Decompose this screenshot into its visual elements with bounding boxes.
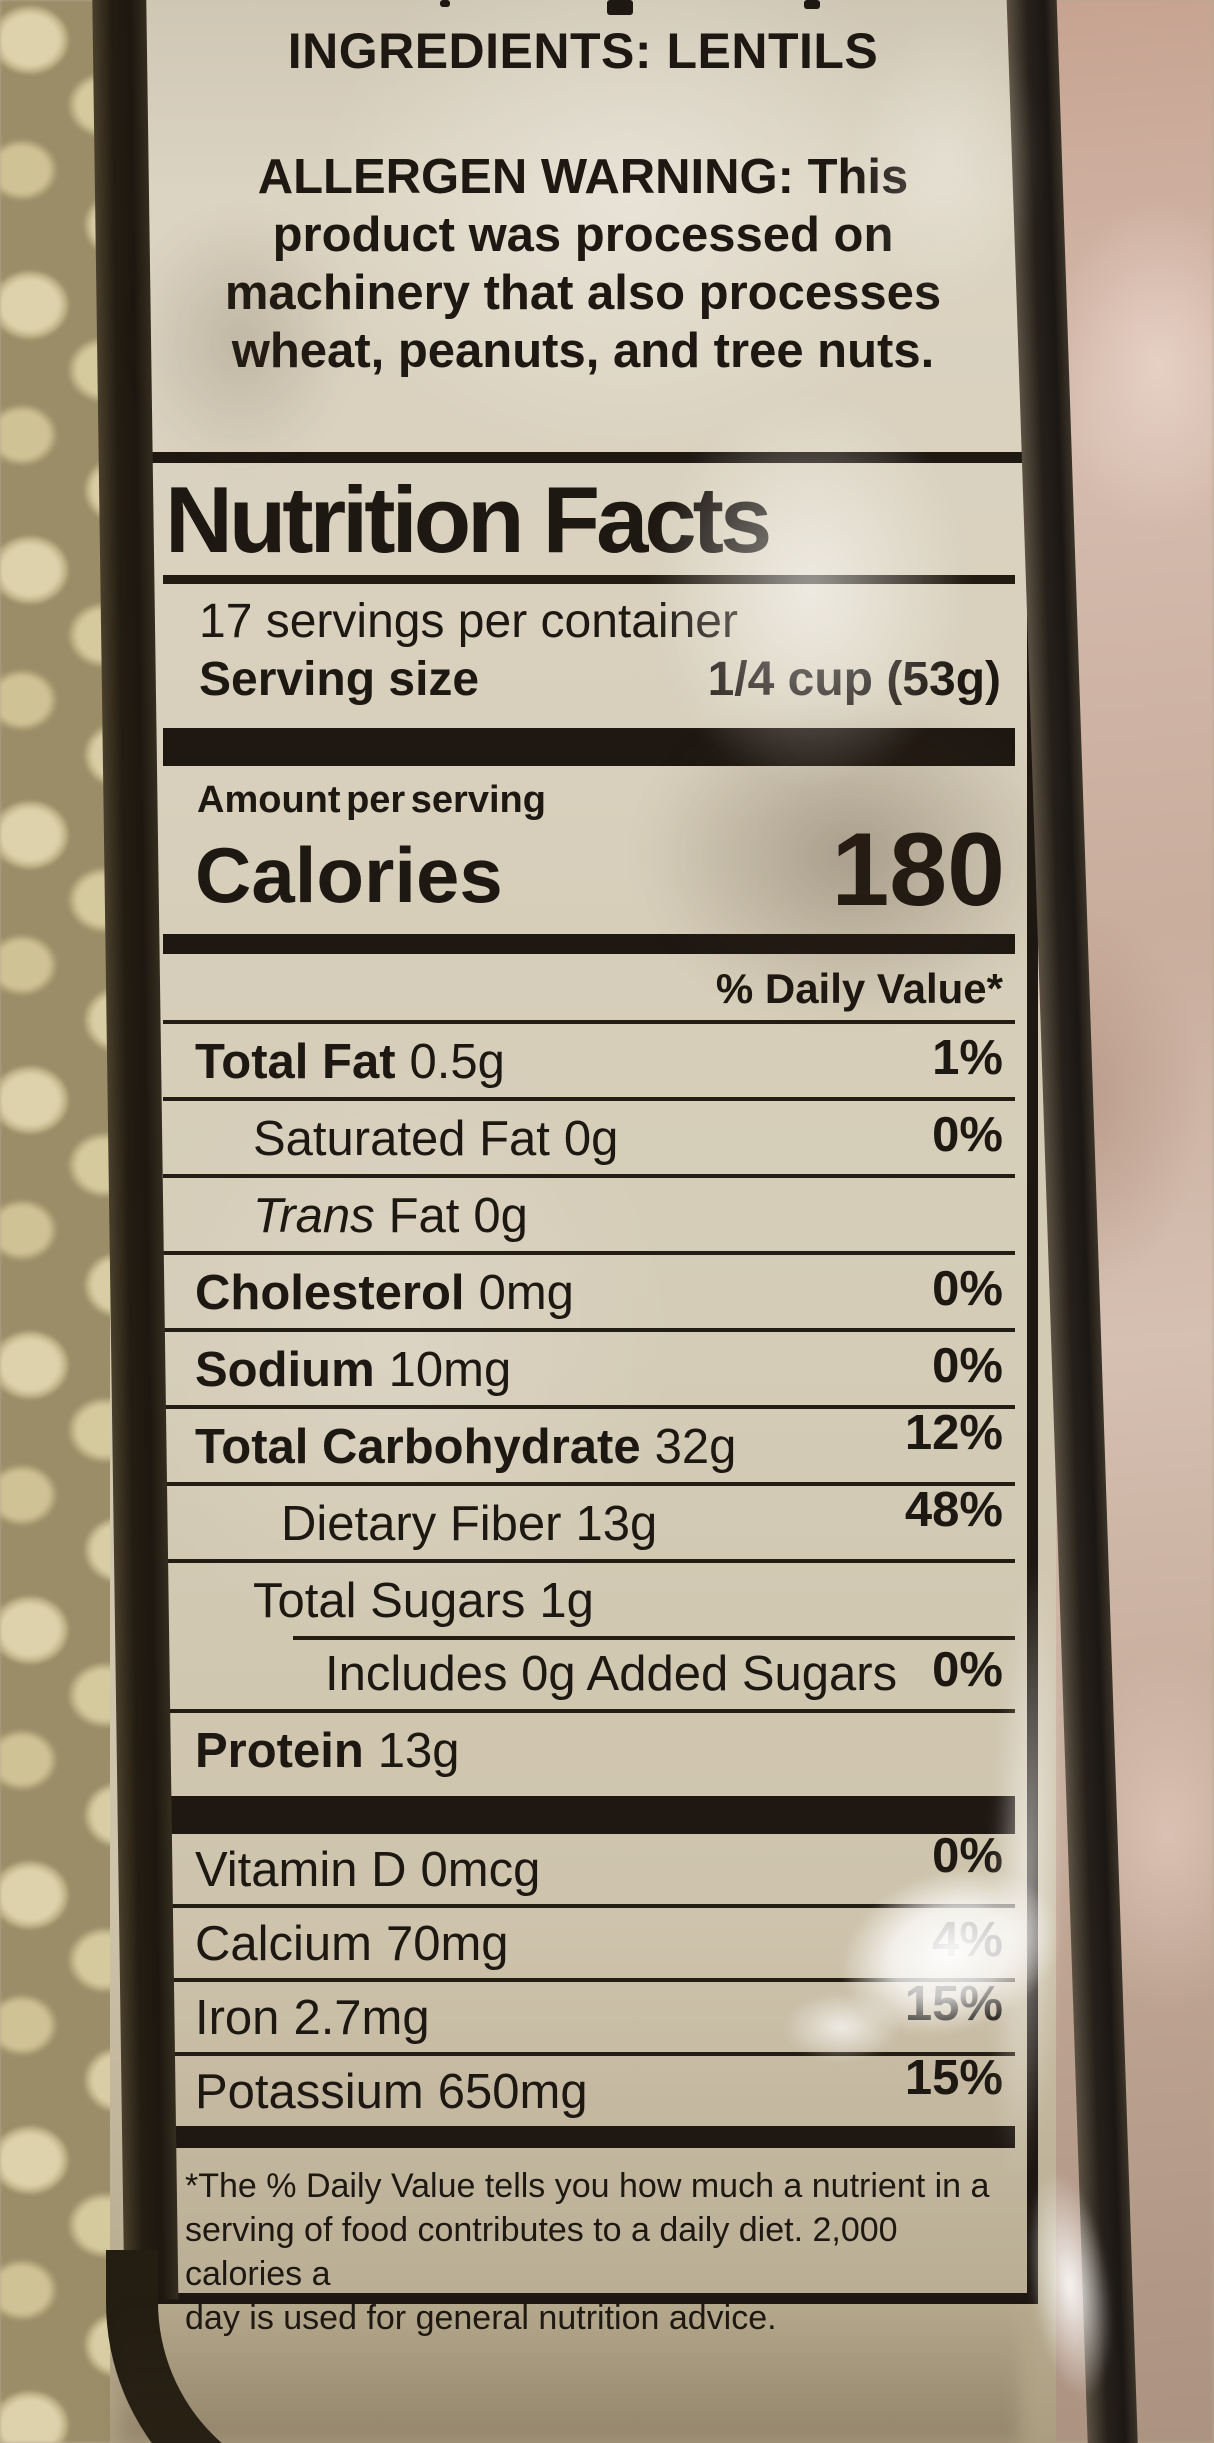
thick-divider xyxy=(163,2126,1015,2148)
nutrition-facts-panel: Nutrition Facts 17 servings per containe… xyxy=(140,452,1038,2337)
nutrient-daily-value: 1% xyxy=(932,1031,1003,1085)
daily-value-header: % Daily Value* xyxy=(715,965,1003,1012)
nutrient-amount: 0g xyxy=(473,1189,528,1243)
nutrient-name: Dietary Fiber xyxy=(281,1497,562,1551)
bag-fold-curve-bottom-left xyxy=(106,2250,438,2443)
nutrient-amount: 13g xyxy=(377,1724,460,1778)
servings-per-container: 17 servings per container xyxy=(199,595,738,648)
nutrient-name: Total Sugars xyxy=(253,1574,526,1628)
nutrient-name: Saturated Fat xyxy=(253,1112,550,1166)
nutrient-row-trans-fat: Trans Fat 0g xyxy=(163,1174,1015,1251)
footnote-line: *The % Daily Value tells you how much a … xyxy=(185,2167,990,2205)
nutrient-daily-value: 0% xyxy=(932,1262,1003,1316)
divider xyxy=(163,575,1015,584)
nutrient-name: Iron xyxy=(195,1991,280,2045)
nutrient-daily-value: 12% xyxy=(904,1406,1003,1460)
nutrient-row-sodium: Sodium 10mg 0% xyxy=(163,1328,1015,1405)
nutrient-row-cholesterol: Cholesterol 0mg 0% xyxy=(163,1251,1015,1328)
nutrient-name: Cholesterol xyxy=(195,1266,465,1320)
nutrient-row-total-carbohydrate: Total Carbohydrate 32g 12% xyxy=(163,1405,1015,1482)
ingredients-heading: INGREDIENTS: LENTILS xyxy=(287,23,879,79)
nutrient-amount: 13g xyxy=(575,1497,658,1551)
nutrient-amount: 32g xyxy=(654,1420,737,1474)
nutrient-daily-value: 0% xyxy=(932,1108,1003,1162)
serving-size-label: Serving size xyxy=(199,653,480,706)
nutrient-name: Vitamin D xyxy=(195,1843,407,1897)
package-label: INGREDIENTS: LENTILS ALLERGEN WARNING: T… xyxy=(110,0,1056,2443)
nutrient-amount: 2.7mg xyxy=(293,1991,430,2045)
nutrient-amount: 10mg xyxy=(388,1343,512,1397)
nutrient-amount: 0mg xyxy=(478,1266,574,1320)
nutrient-row-vitamin-d: Vitamin D 0mcg 0% xyxy=(163,1830,1015,1904)
nutrient-daily-value: 0% xyxy=(932,1339,1003,1393)
nutrient-name-italic: Trans xyxy=(253,1189,375,1243)
allergen-warning-line: wheat, peanuts, and tree nuts. xyxy=(231,324,935,378)
cut-off-text-fragment xyxy=(804,0,820,9)
allergen-warning-line: product was processed on xyxy=(272,208,894,262)
mineral-rows: Vitamin D 0mcg 0% Calcium 70mg 4% Iron 2.7m… xyxy=(163,1830,1015,2126)
allergen-warning-line: ALLERGEN WARNING: This xyxy=(257,150,909,204)
nutrient-daily-value: 15% xyxy=(904,2051,1003,2105)
nutrient-row-total-fat: Total Fat 0.5g 1% xyxy=(163,1020,1015,1097)
nutrient-name: Calcium xyxy=(195,1917,372,1971)
nutrient-name: Total Carbohydrate xyxy=(195,1420,641,1474)
nutrient-daily-value: 4% xyxy=(932,1913,1003,1967)
allergen-warning-line: machinery that also processes xyxy=(224,266,942,320)
nutrient-row-iron: Iron 2.7mg 15% xyxy=(163,1978,1015,2052)
nutrient-row-dietary-fiber: Dietary Fiber 13g 48% xyxy=(163,1482,1015,1559)
amount-per-serving-label: Amount per serving xyxy=(197,779,546,821)
nutrient-daily-value: 0% xyxy=(932,1643,1003,1697)
thick-divider xyxy=(163,1796,1015,1834)
nutrient-name: Fat xyxy=(388,1189,460,1243)
nutrient-amount: 650mg xyxy=(437,2065,588,2119)
calories-value: 180 xyxy=(831,812,1005,928)
nutrient-name: Total Fat xyxy=(195,1035,396,1089)
nutrient-daily-value: 48% xyxy=(904,1483,1003,1537)
nutrient-rows: Total Fat 0.5g 1% Saturated Fat 0g 0% Tran… xyxy=(163,1020,1015,1786)
nutrient-amount: 0g xyxy=(563,1112,619,1166)
cut-off-text-fragment xyxy=(440,0,450,7)
allergen-warning: ALLERGEN WARNING: This product was proce… xyxy=(110,148,1056,380)
nutrient-amount: 70mg xyxy=(385,1917,509,1971)
nutrient-amount: 1g xyxy=(539,1574,594,1628)
calories-row: Calories 180 xyxy=(151,812,1027,928)
nutrient-daily-value: 0% xyxy=(932,1829,1003,1883)
nutrient-row-calcium: Calcium 70mg 4% xyxy=(163,1904,1015,1978)
nutrient-row-total-sugars: Total Sugars 1g xyxy=(163,1559,1015,1636)
divider xyxy=(163,934,1015,954)
cut-off-text-fragment xyxy=(607,0,633,15)
nutrient-row-saturated-fat: Saturated Fat 0g 0% xyxy=(163,1097,1015,1174)
nutrient-name: Includes 0g Added Sugars xyxy=(325,1647,898,1701)
nutrient-daily-value: 15% xyxy=(904,1977,1003,2031)
serving-size-row: Serving size 1/4 cup (53g) xyxy=(151,648,1027,718)
nutrient-name: Sodium xyxy=(195,1343,375,1397)
nutrient-row-protein: Protein 13g xyxy=(163,1709,1015,1786)
serving-size-value: 1/4 cup (53g) xyxy=(707,653,1001,706)
nutrient-row-potassium: Potassium 650mg 15% xyxy=(163,2052,1015,2126)
nutrient-name: Potassium xyxy=(195,2065,424,2119)
nutrition-facts-title: Nutrition Facts xyxy=(165,467,772,572)
thick-divider xyxy=(163,728,1015,766)
nutrient-amount: 0mcg xyxy=(420,1843,541,1897)
nutrient-row-added-sugars: Includes 0g Added Sugars 0% xyxy=(163,1636,1015,1709)
calories-label: Calories xyxy=(195,831,503,919)
nutrient-amount: 0.5g xyxy=(409,1035,505,1089)
nutrient-name: Protein xyxy=(195,1724,364,1778)
